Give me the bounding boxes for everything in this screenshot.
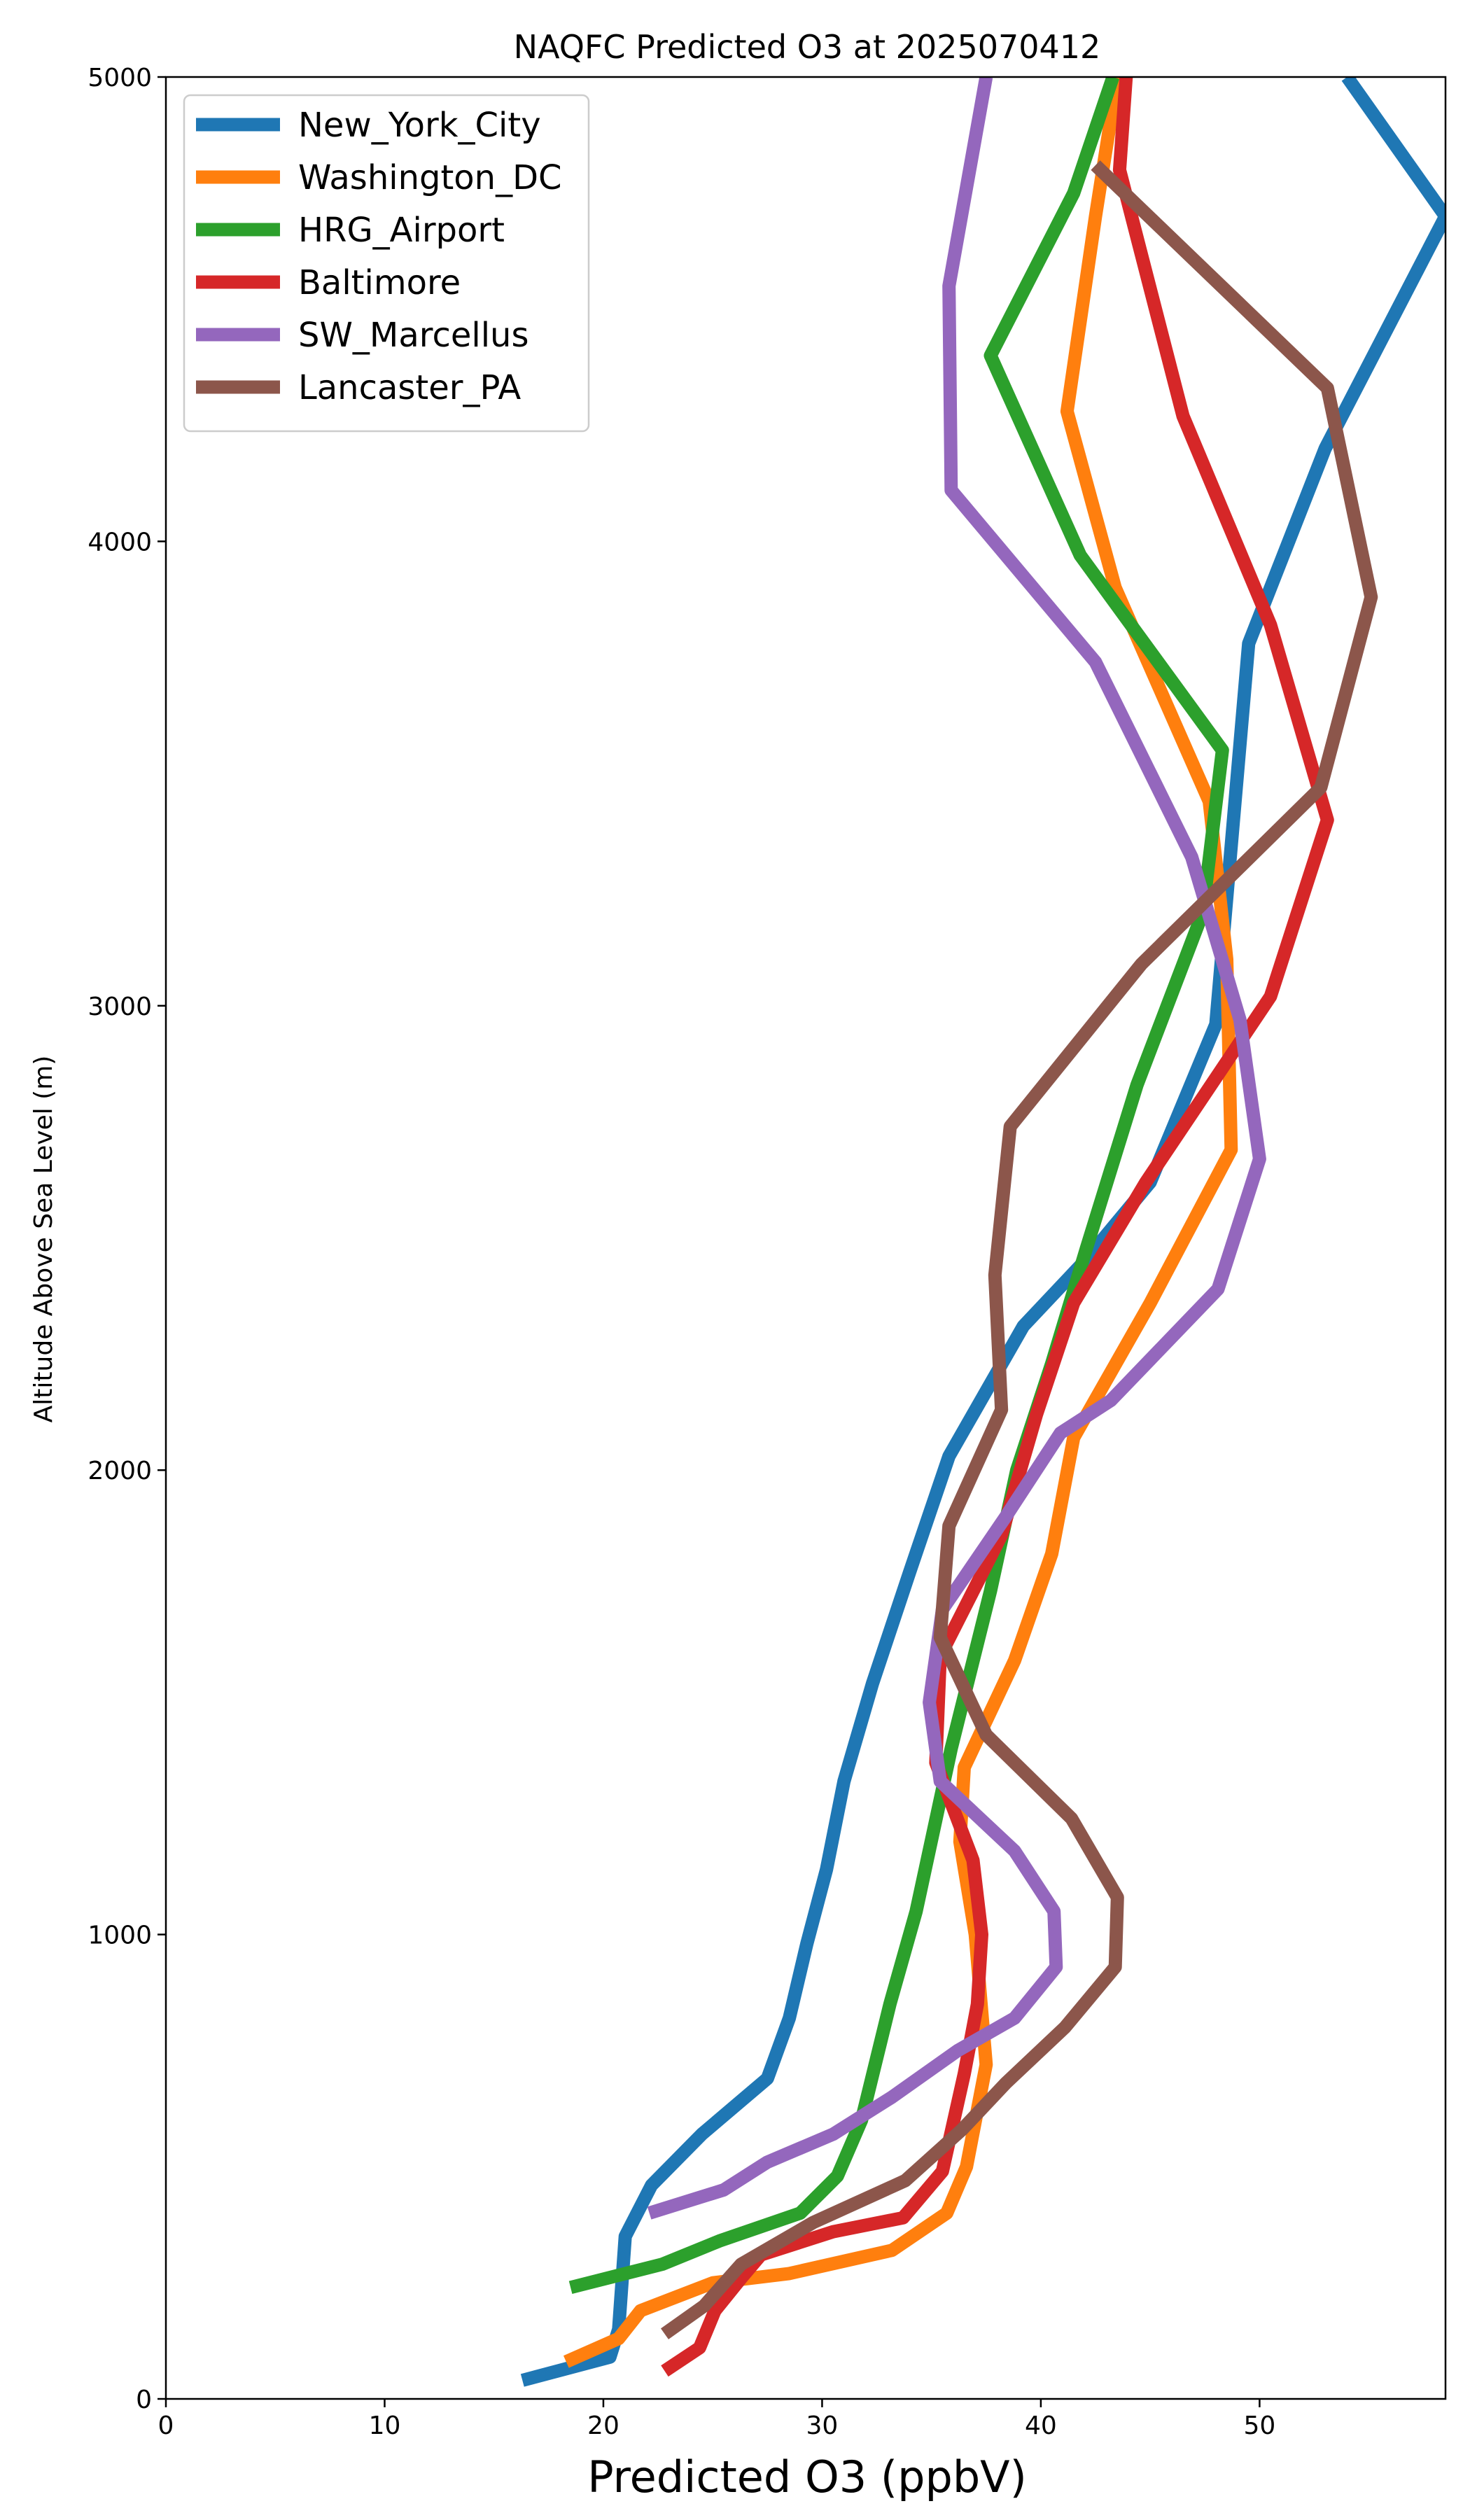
chart-title: NAQFC Predicted O3 at 2025070412 [514,28,1101,66]
x-axis-ticks: 0 10 20 30 40 50 [158,2399,1275,2440]
y-axis-ticks: 0 1000 2000 3000 4000 5000 [88,64,166,2414]
x-tick-label: 0 [158,2412,174,2440]
x-tick-label: 10 [369,2412,401,2440]
series-line-sw-marcellus [647,77,1266,2220]
legend-label: SW_Marcellus [298,316,528,355]
x-tick-label: 40 [1025,2412,1057,2440]
legend-box [183,94,590,433]
plot-frame [164,76,1447,2400]
x-tick-label: 30 [806,2412,839,2440]
x-axis-label: Predicted O3 (ppbV) [587,2451,1027,2502]
legend-label: Lancaster_PA [298,368,521,407]
y-tick-label: 2000 [88,1457,152,1485]
series-line-washington-dc [563,77,1238,2368]
y-axis-label: Altitude Above Sea Level (m) [29,1056,58,1423]
y-tick-label: 0 [136,2386,152,2414]
series-line-lancaster-pa [661,160,1378,2339]
legend-label: Washington_DC [298,158,562,197]
y-tick-label: 5000 [88,64,152,92]
series-line-new-york-city [520,77,1446,2387]
y-tick-label: 3000 [88,993,152,1021]
x-tick-label: 50 [1243,2412,1275,2440]
legend-label: New_York_City [298,106,541,145]
legend: New_York_City Washington_DC HRG_Airport Bal… [183,94,590,433]
x-tick-label: 20 [587,2412,620,2440]
y-tick-label: 1000 [88,1921,152,1950]
y-tick-label: 4000 [88,528,152,556]
legend-label: Baltimore [298,263,461,302]
legend-label: HRG_Airport [298,211,505,250]
series-lines [520,77,1446,2387]
